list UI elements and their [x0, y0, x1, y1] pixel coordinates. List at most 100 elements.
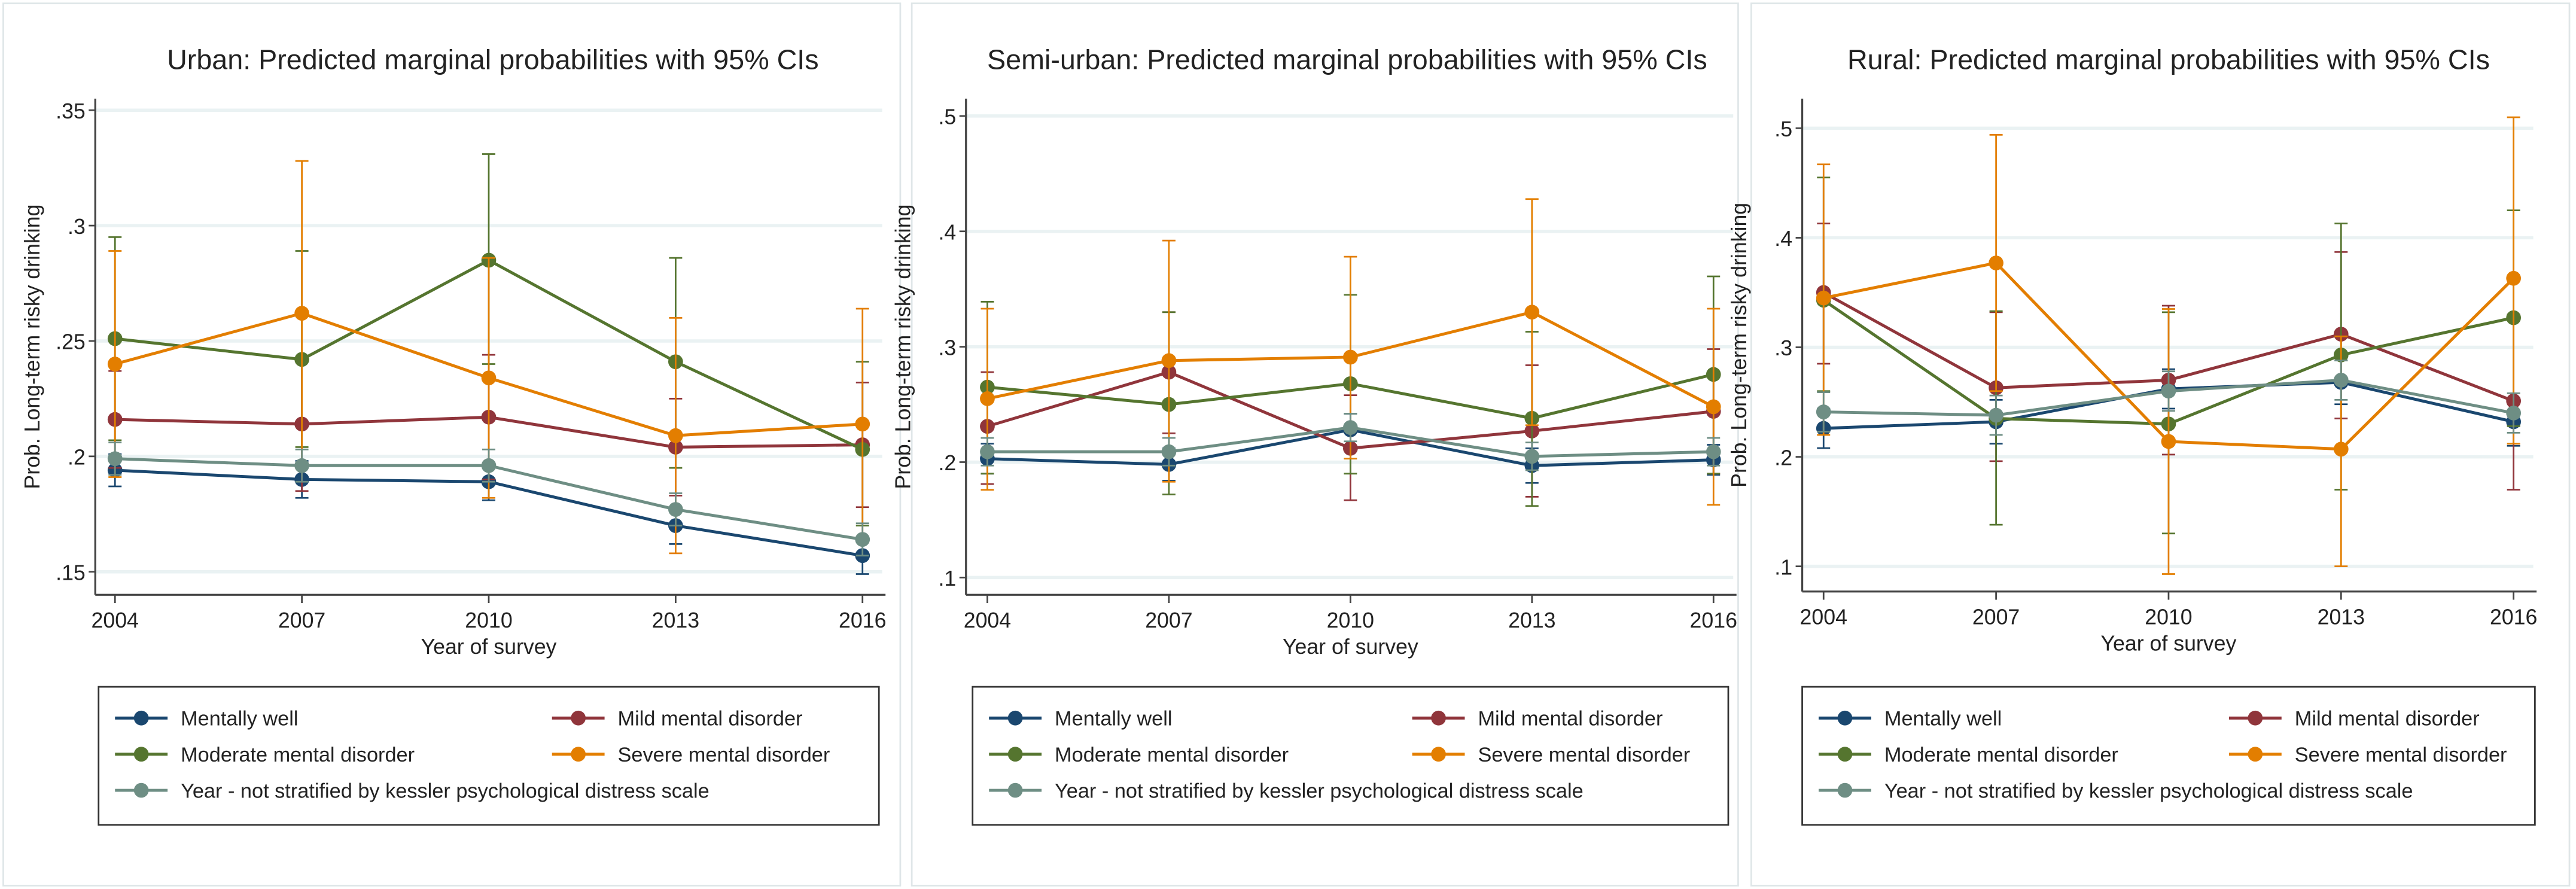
y-tick-label: .2 [1774, 446, 1792, 470]
legend-label: Mentally well [1884, 708, 2002, 730]
legend-label: Moderate mental disorder [181, 744, 415, 766]
y-tick-label: .15 [56, 561, 86, 584]
legend-label: Severe mental disorder [618, 744, 830, 766]
data-point [980, 444, 995, 459]
x-tick-label: 2013 [1508, 608, 1555, 632]
legend-marker [1007, 710, 1023, 726]
legend-marker [2248, 710, 2263, 726]
data-point [294, 306, 309, 321]
legend-marker [571, 747, 586, 762]
series-ns [1816, 360, 2522, 436]
y-tick-label: .1 [1774, 555, 1792, 579]
chart-panel-semi-urban: Semi-urban: Predicted marginal probabili… [891, 2, 1739, 887]
legend-item-severe: Severe mental disorder [552, 744, 830, 766]
y-tick-label: .3 [939, 336, 957, 360]
data-point [1706, 399, 1721, 415]
legend-label: Mild mental disorder [618, 708, 803, 730]
y-tick-label: .25 [56, 330, 86, 354]
legend-item-severe: Severe mental disorder [2228, 744, 2507, 766]
legend-box [98, 686, 880, 826]
y-tick-label: .4 [1774, 227, 1792, 251]
legend-box [972, 686, 1729, 826]
chart-panel-rural: Rural: Predicted marginal probabilities … [1727, 2, 2571, 887]
data-point [2506, 270, 2522, 286]
data-point [1816, 290, 1831, 306]
y-tick-label: .2 [68, 446, 86, 470]
data-point [481, 458, 497, 473]
x-tick-label: 2007 [1145, 608, 1192, 632]
legend-item-well: Mentally well [989, 708, 1172, 730]
legend-label: Year - not stratified by kessler psychol… [1884, 780, 2413, 802]
x-tick-label: 2007 [1972, 605, 2020, 629]
legend-item-mild: Mild mental disorder [1412, 708, 1662, 730]
legend-marker [2248, 747, 2263, 762]
legend-item-ns: Year - not stratified by kessler psychol… [989, 780, 1584, 802]
y-tick-label: .3 [1774, 336, 1792, 360]
legend: Mentally well Mild mental disorder Moderat… [1801, 686, 2536, 826]
legend-marker [1007, 747, 1023, 762]
data-point [1524, 305, 1540, 320]
data-point [980, 391, 995, 406]
chart-title: Semi-urban: Predicted marginal probabili… [987, 44, 1707, 75]
data-point [1161, 353, 1177, 369]
data-point [107, 451, 123, 467]
data-point [668, 428, 683, 443]
x-tick-label: 2016 [839, 608, 886, 632]
legend: Mentally well Mild mental disorder Moderat… [98, 686, 880, 826]
legend-item-moderate: Moderate mental disorder [115, 744, 415, 766]
y-axis-label: Prob. Long-term risky drinking [891, 205, 915, 489]
legend-label: Year - not stratified by kessler psychol… [1055, 780, 1584, 802]
data-point [855, 416, 870, 432]
data-point [1989, 255, 2003, 270]
x-axis-label: Year of survey [1283, 635, 1418, 659]
y-tick-label: .35 [56, 99, 86, 123]
data-point [294, 458, 309, 473]
data-point [2506, 406, 2522, 421]
x-tick-label: 2007 [278, 608, 325, 632]
y-tick-label: .5 [939, 105, 957, 129]
legend-marker [1007, 783, 1023, 798]
legend-item-severe: Severe mental disorder [1412, 744, 1690, 766]
legend-label: Severe mental disorder [1478, 744, 1690, 766]
x-axis-label: Year of survey [421, 635, 557, 659]
legend-item-well: Mentally well [1819, 708, 2002, 730]
x-axis-label: Year of survey [2101, 632, 2237, 656]
legend-item-ns: Year - not stratified by kessler psychol… [115, 780, 710, 802]
data-point [481, 370, 497, 386]
legend-marker [1431, 710, 1446, 726]
x-tick-label: 2016 [1690, 608, 1737, 632]
legend-item-mild: Mild mental disorder [2228, 708, 2480, 730]
legend-marker [1837, 783, 1853, 798]
data-point [855, 532, 870, 547]
chart-panel-urban: Urban: Predicted marginal probabilities … [2, 2, 902, 887]
x-tick-label: 2013 [652, 608, 699, 632]
data-point [2333, 442, 2349, 457]
legend-marker [133, 747, 149, 762]
x-tick-label: 2010 [2145, 605, 2192, 629]
series-ns [980, 413, 1721, 471]
x-tick-label: 2010 [1327, 608, 1374, 632]
data-point [1342, 420, 1358, 435]
x-tick-label: 2010 [465, 608, 512, 632]
y-tick-label: .1 [939, 567, 957, 590]
legend-label: Moderate mental disorder [1055, 744, 1289, 766]
x-tick-label: 2004 [1800, 605, 1847, 629]
legend-marker [1837, 747, 1853, 762]
legend-item-mild: Mild mental disorder [552, 708, 803, 730]
legend-item-well: Mentally well [115, 708, 299, 730]
data-point [107, 357, 123, 372]
data-point [1989, 407, 2003, 423]
legend-marker [1431, 747, 1446, 762]
series-ns [107, 442, 870, 557]
data-point [2161, 434, 2176, 449]
legend-marker [133, 710, 149, 726]
data-point [1342, 349, 1358, 365]
chart-title: Urban: Predicted marginal probabilities … [167, 44, 819, 75]
y-tick-label: .2 [939, 451, 957, 475]
data-point [668, 502, 683, 517]
chart-title: Rural: Predicted marginal probabilities … [1847, 44, 2490, 75]
data-point [1706, 444, 1721, 459]
data-point [2161, 383, 2176, 399]
data-point [1524, 449, 1540, 464]
